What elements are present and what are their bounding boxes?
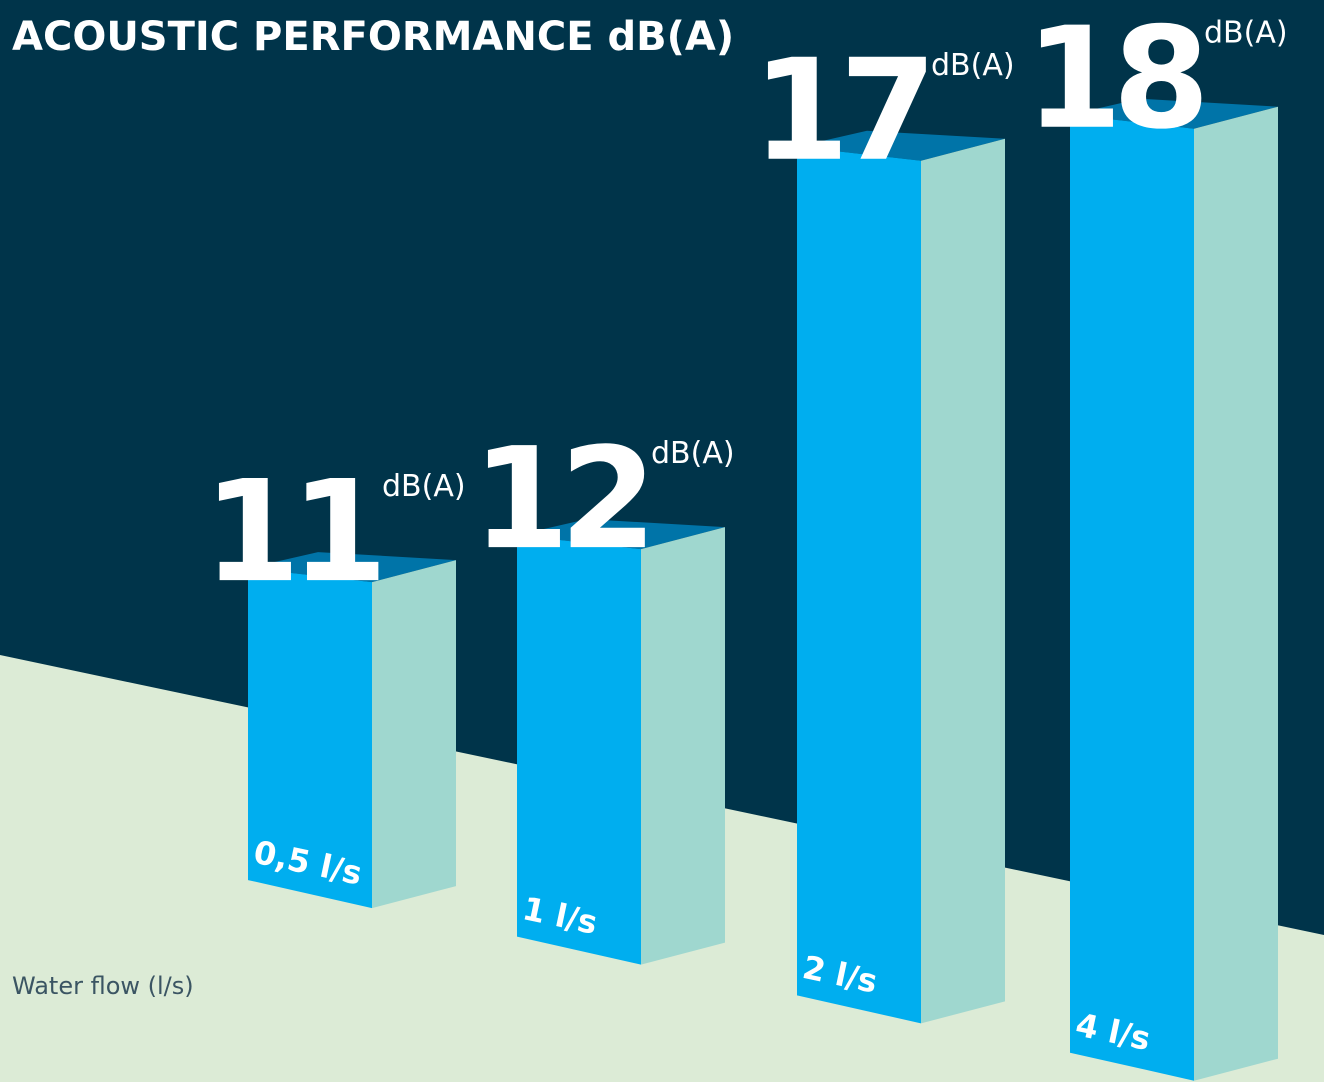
bar [517,535,641,965]
x-axis-label: Water flow (l/s) [12,972,194,1000]
unit-label: dB(A) [931,48,1015,83]
unit-label: dB(A) [1204,16,1288,51]
bar-side [1194,106,1278,1081]
bar [1070,114,1194,1081]
value-label: 11 [203,451,378,614]
unit-label: dB(A) [382,469,466,504]
value-label: 12 [472,418,647,581]
bar-side [372,560,456,909]
bar-top [1070,98,1278,129]
unit-label: dB(A) [651,436,735,471]
bar-side [921,138,1005,1024]
value-label: 18 [1025,0,1201,161]
bar [797,146,921,1024]
chart-title: ACOUSTIC PERFORMANCE dB(A) [12,14,734,60]
value-label: 17 [752,30,927,193]
bar-top [797,130,1005,161]
bar-top [248,552,456,583]
bar-side [641,527,725,965]
bar [248,568,372,909]
bar-top [517,519,725,550]
